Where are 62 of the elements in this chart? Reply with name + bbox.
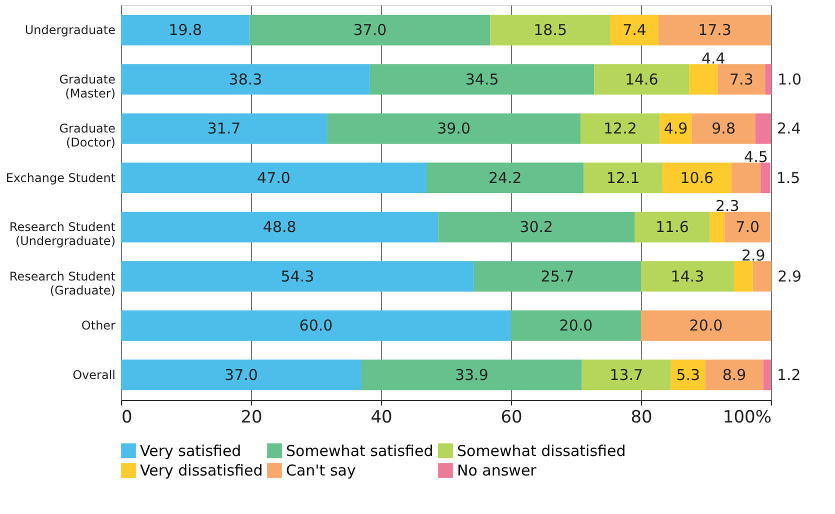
- data-label: 48.8: [262, 218, 296, 236]
- legend-label: Somewhat dissatisfied: [457, 442, 626, 460]
- x-tick-label: 20: [240, 408, 262, 428]
- legend-label: Somewhat satisfied: [286, 442, 434, 460]
- data-label: 12.2: [603, 120, 637, 138]
- data-label: 14.3: [670, 267, 704, 286]
- y-tick-label: Exchange Student: [6, 170, 116, 185]
- x-tick-label: 40: [370, 408, 392, 428]
- data-label: 9.8: [712, 120, 736, 138]
- x-tick-label: 80: [630, 408, 652, 428]
- data-label: 11.6: [655, 218, 689, 236]
- y-tick-label: Research Student (Undergraduate): [9, 220, 116, 248]
- data-label: 19.8: [168, 21, 202, 40]
- data-label: 37.0: [224, 366, 258, 384]
- data-label: 1.0: [778, 70, 802, 88]
- legend-label: No answer: [457, 462, 538, 480]
- data-label: 2.9: [778, 267, 802, 286]
- data-label: 14.6: [624, 70, 658, 88]
- data-label: 7.4: [622, 21, 646, 40]
- data-label: 37.0: [353, 21, 387, 40]
- y-tick-label: Undergraduate: [24, 23, 116, 38]
- legend-label: Very satisfied: [140, 442, 242, 460]
- data-label: 10.6: [680, 168, 714, 187]
- data-label: 39.0: [437, 120, 471, 138]
- data-label: 17.3: [698, 21, 732, 40]
- data-label: 2.3: [715, 197, 740, 216]
- data-label: 5.3: [676, 366, 700, 384]
- data-label: 54.3: [280, 267, 314, 286]
- data-label: 1.5: [776, 168, 800, 187]
- y-tick-label: Research Student (Graduate): [9, 269, 116, 298]
- x-tick-label: 60: [500, 408, 522, 428]
- x-tick-label: 0: [122, 408, 132, 428]
- data-label: 24.2: [488, 168, 522, 187]
- data-label: 25.7: [540, 267, 574, 286]
- x-tick-label: 100%: [722, 408, 772, 428]
- data-label: 20.0: [689, 316, 723, 335]
- legend-label: Can't say: [286, 462, 356, 480]
- data-label: 7.3: [729, 70, 754, 88]
- data-label: 47.0: [257, 168, 290, 187]
- data-label: 2.9: [741, 246, 766, 264]
- data-label: 38.3: [228, 70, 262, 88]
- data-label: 4.4: [701, 49, 726, 68]
- data-label: 60.0: [299, 316, 333, 335]
- data-label: 13.7: [610, 366, 644, 384]
- legend-label: Very dissatisfied: [140, 462, 263, 480]
- data-label: 30.2: [520, 218, 554, 236]
- data-label: 4.9: [664, 120, 688, 138]
- y-tick-label: Graduate (Doctor): [59, 122, 116, 150]
- data-label: 12.1: [606, 168, 640, 187]
- data-label: 8.9: [722, 366, 746, 384]
- data-label: 34.5: [465, 70, 499, 88]
- data-label: 7.0: [736, 218, 760, 236]
- y-tick-label: Other: [81, 318, 116, 333]
- data-label: 2.4: [777, 120, 801, 138]
- data-label: 18.5: [534, 21, 568, 40]
- data-label: 4.5: [744, 148, 768, 166]
- data-label: 31.7: [207, 120, 241, 138]
- data-label: 1.2: [777, 366, 801, 384]
- y-tick-label: Graduate (Master): [59, 72, 116, 100]
- data-label: 33.9: [454, 366, 488, 384]
- data-label: 20.0: [559, 316, 593, 335]
- y-tick-label: Overall: [72, 368, 116, 382]
